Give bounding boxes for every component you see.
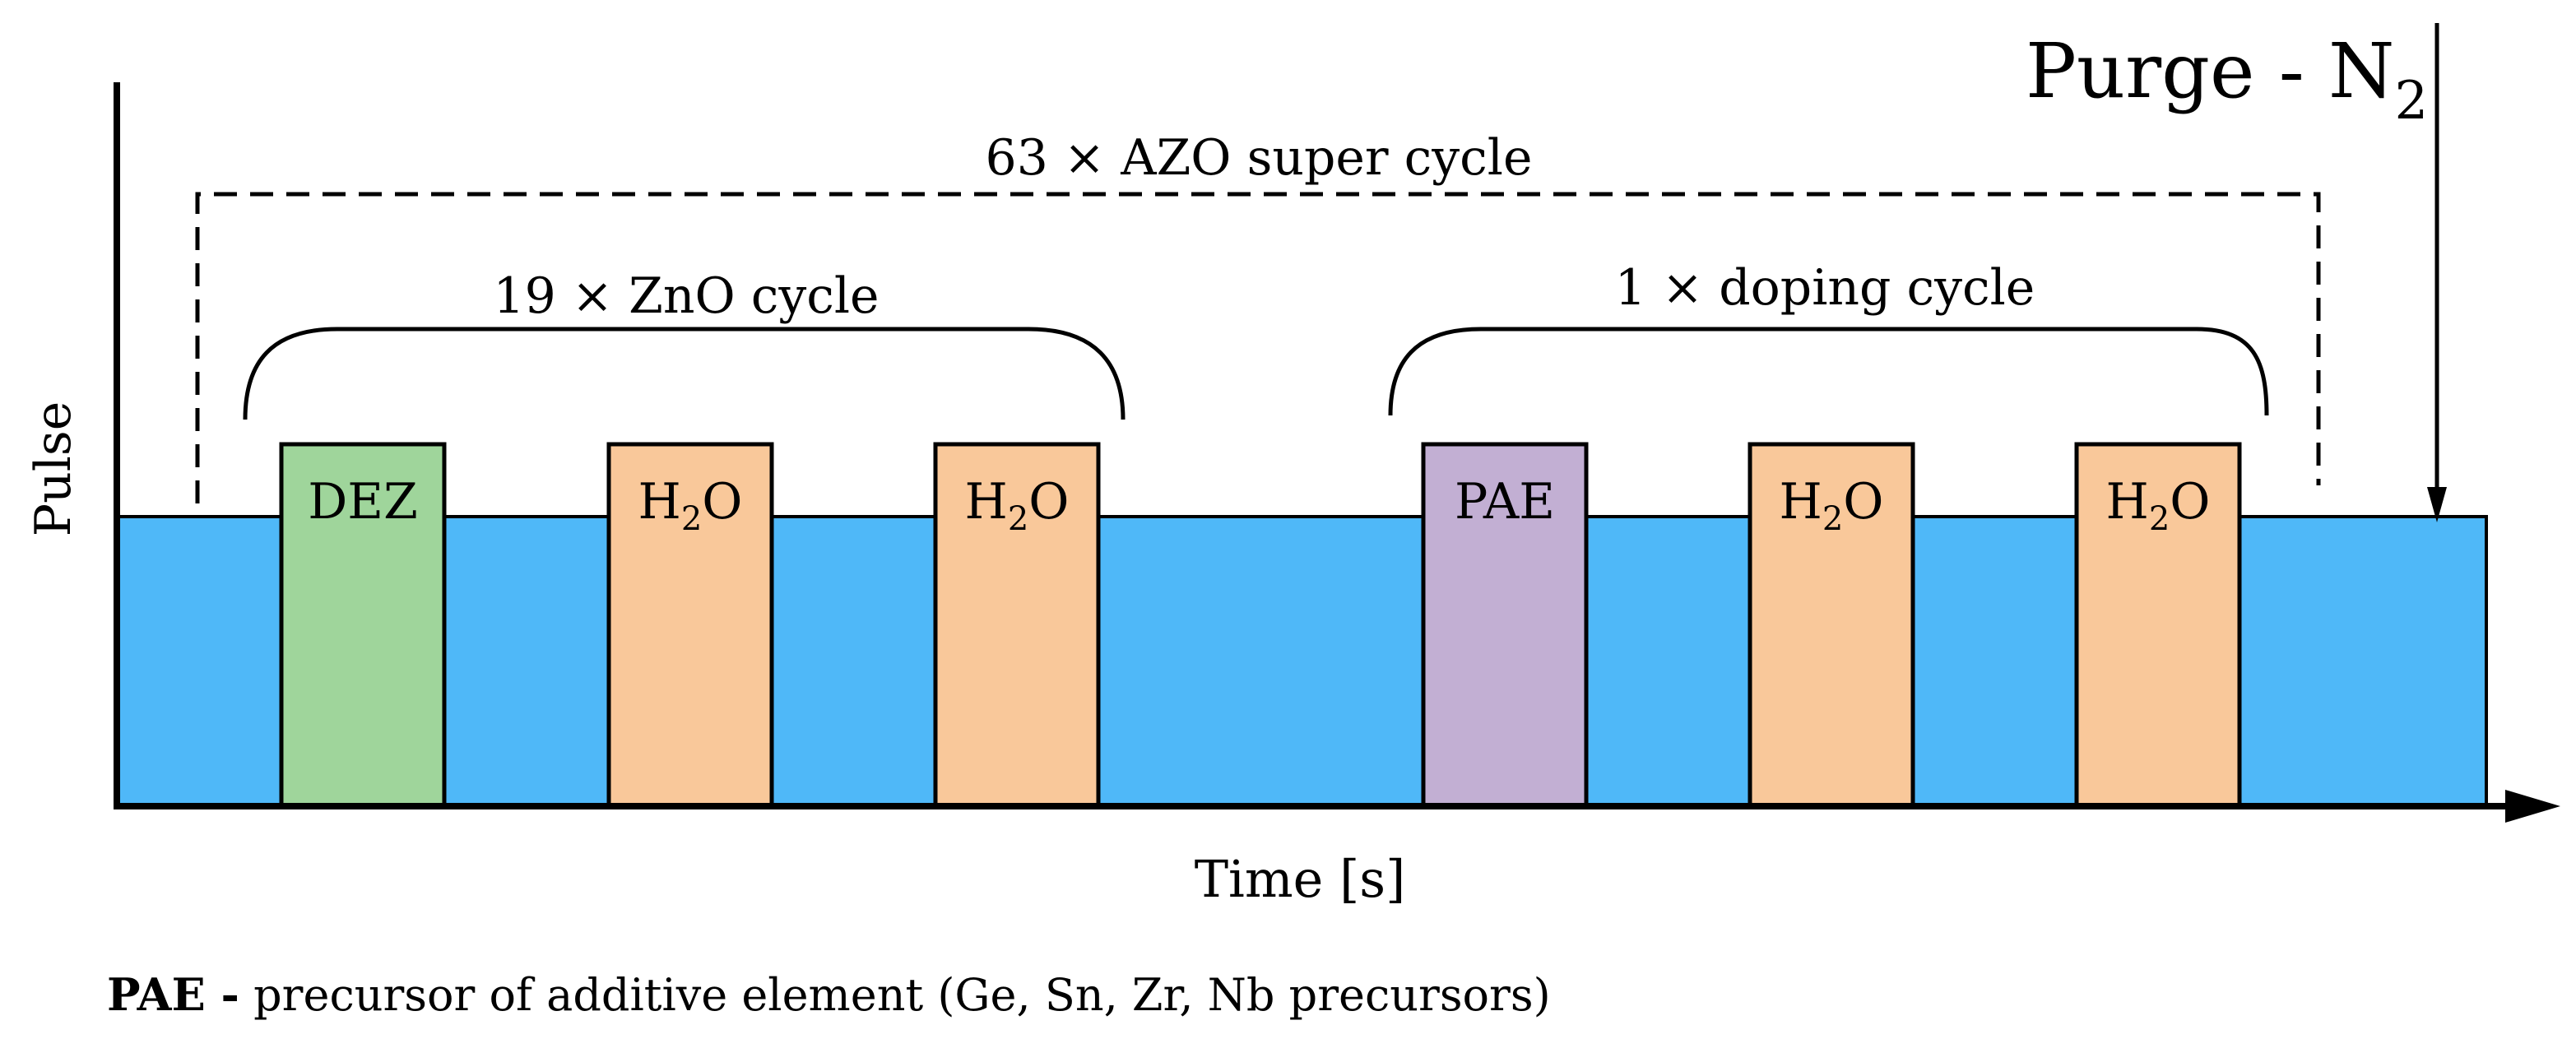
pulse-block-h2o-4: H2O bbox=[2074, 442, 2242, 809]
x-axis-arrowhead bbox=[2505, 790, 2560, 823]
footnote-text: precursor of additive element (Ge, Sn, Z… bbox=[239, 969, 1551, 1021]
pulse-label-h2o-1: H2O bbox=[638, 473, 743, 538]
footnote: PAE - precursor of additive element (Ge,… bbox=[107, 968, 1551, 1021]
zno-cycle-brace bbox=[243, 327, 1126, 420]
doping-cycle-brace bbox=[1388, 327, 2269, 416]
pulse-label-dez: DEZ bbox=[308, 473, 418, 531]
pulse-label-pae: PAE bbox=[1455, 473, 1555, 531]
zno-cycle-label: 19 × ZnO cycle bbox=[493, 267, 879, 325]
pulse-block-dez: DEZ bbox=[279, 442, 447, 809]
super-cycle-label: 63 × AZO super cycle bbox=[986, 129, 1533, 187]
pulse-block-h2o-1: H2O bbox=[606, 442, 774, 809]
purge-arrowhead bbox=[2427, 487, 2447, 522]
footnote-bold: PAE - bbox=[107, 968, 239, 1021]
pulse-block-h2o-2: H2O bbox=[933, 442, 1101, 809]
y-axis-label: Pulse bbox=[25, 401, 82, 537]
pulse-label-h2o-2: H2O bbox=[965, 473, 1070, 538]
super-cycle-bracket bbox=[195, 192, 2321, 503]
purge-label: Purge - N2 bbox=[2026, 27, 2428, 132]
pulse-block-pae: PAE bbox=[1421, 442, 1589, 809]
pulse-label-h2o-4: H2O bbox=[2106, 473, 2211, 538]
x-axis-label: Time [s] bbox=[1195, 849, 1406, 909]
doping-cycle-label: 1 × doping cycle bbox=[1615, 259, 2035, 317]
pulse-block-h2o-3: H2O bbox=[1748, 442, 1915, 809]
pulse-label-h2o-3: H2O bbox=[1780, 473, 1884, 538]
